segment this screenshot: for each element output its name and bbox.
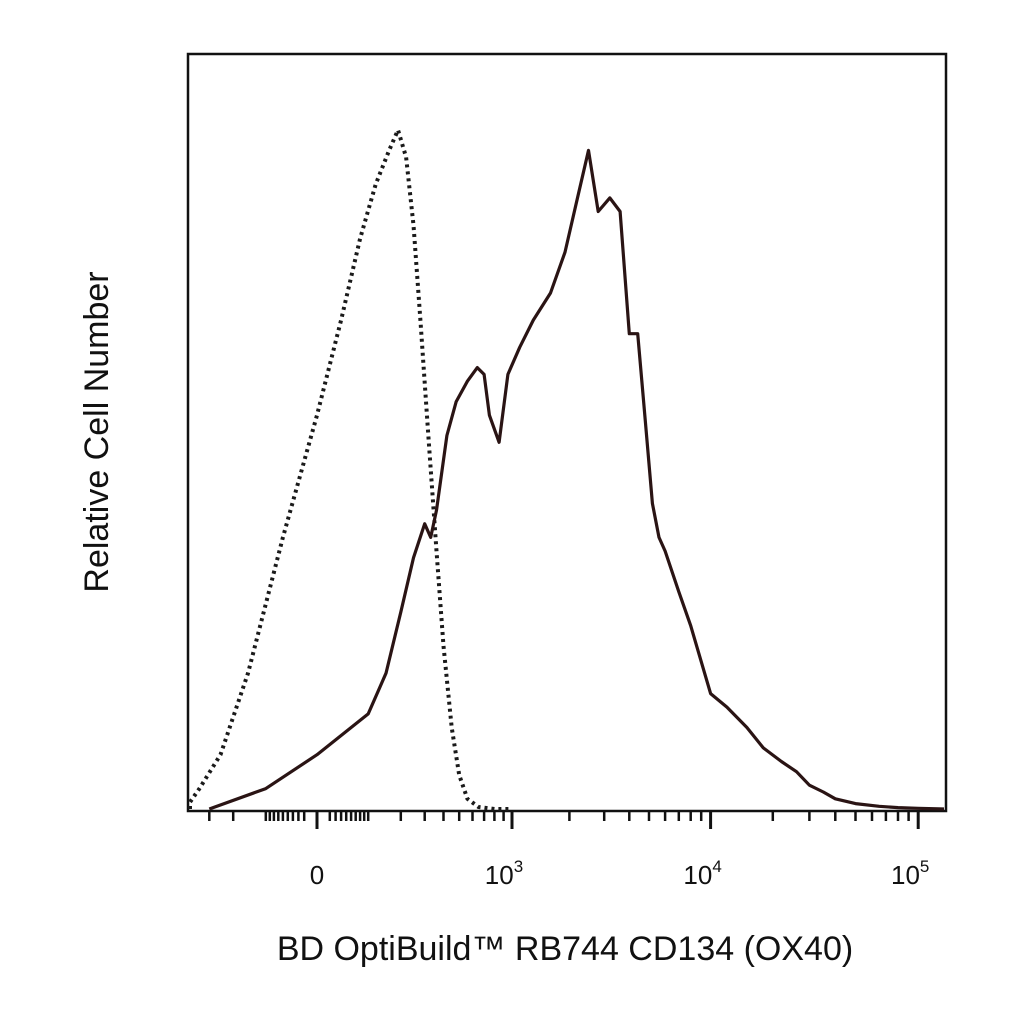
x-axis-ticks bbox=[208, 811, 920, 829]
x-tick-label: 0 bbox=[310, 860, 324, 890]
x-tick-label: 105 bbox=[891, 857, 929, 890]
plot-frame bbox=[186, 52, 948, 813]
x-axis-tick-labels: 0 103 104 105 bbox=[310, 857, 930, 890]
x-tick-label: 104 bbox=[683, 857, 721, 890]
control-histogram-dotted bbox=[188, 128, 512, 811]
histogram-curves bbox=[188, 128, 945, 811]
stained-histogram-solid bbox=[208, 148, 945, 811]
y-axis-title: Relative Cell Number bbox=[78, 271, 116, 592]
x-tick-label: 103 bbox=[485, 857, 523, 890]
x-axis-title: BD OptiBuild™ RB744 CD134 (OX40) bbox=[277, 930, 853, 968]
